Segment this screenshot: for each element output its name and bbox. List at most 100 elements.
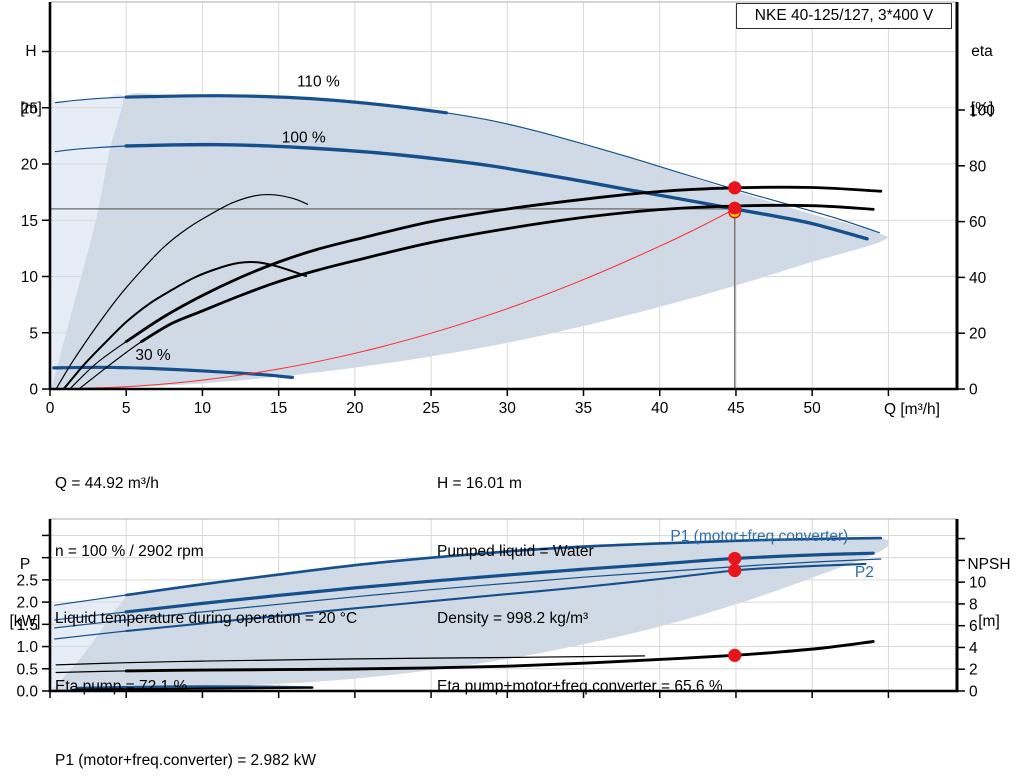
- svg-text:0: 0: [46, 400, 55, 417]
- operating-envelope: [50, 93, 888, 389]
- duty-info-left-column: Q = 44.92 m³/h n = 100 % / 2902 rpm Liqu…: [55, 428, 357, 743]
- svg-text:5: 5: [122, 400, 131, 417]
- svg-text:10: 10: [21, 269, 39, 286]
- curve-label: P2: [855, 564, 874, 581]
- head-chart-tick-labels: 0 5 10 15 20 25 30 35 40 45 50 0 5 10 15 20 25 0 20 40 60 80 1…: [21, 50, 995, 417]
- svg-text:35: 35: [575, 400, 592, 417]
- head-chart-ref-lines: [50, 208, 736, 389]
- svg-text:2.5: 2.5: [16, 572, 38, 589]
- p2-110-curve: [54, 558, 882, 629]
- head-chart-annotations: 110 % 100 % 30 %: [135, 73, 340, 363]
- info-flow: Q = 44.92 m³/h: [55, 475, 159, 492]
- svg-text:0: 0: [969, 382, 978, 399]
- pump-model-title-box: NKE 40-125/127, 3*400 V: [736, 3, 952, 29]
- head-chart-plot-area: [50, 2, 957, 389]
- info-eta-pump: Eta pump = 72.1 %: [55, 677, 188, 695]
- eta-axis-label-symbol: eta: [971, 43, 993, 60]
- npsh-30-curve: [71, 686, 314, 691]
- svg-text:6: 6: [969, 618, 978, 635]
- head-chart-grid: [50, 2, 957, 389]
- svg-text:15: 15: [270, 400, 287, 417]
- curve-label: P1 (motor+freq.converter): [670, 528, 848, 545]
- power-axis-label-symbol: P: [19, 556, 31, 573]
- npsh-axis-label: NPSH [m]: [958, 517, 1020, 669]
- power-info-column: P1 (motor+freq.converter) = 2.982 kW P2 …: [55, 703, 316, 781]
- duty-eta-point: [728, 181, 742, 195]
- curve-label: 110 %: [297, 73, 340, 90]
- curve-label: 30 %: [135, 347, 171, 364]
- npsh-curve: [55, 640, 875, 674]
- svg-text:15: 15: [21, 213, 38, 230]
- svg-text:0: 0: [29, 382, 38, 399]
- svg-text:2.0: 2.0: [16, 595, 38, 612]
- svg-text:45: 45: [727, 400, 744, 417]
- svg-text:100: 100: [969, 102, 995, 119]
- info-eta-total: Eta pump+motor+freq.converter = 65.6 %: [437, 677, 723, 695]
- svg-text:20: 20: [21, 157, 39, 174]
- info-speed: n = 100 % / 2902 rpm: [55, 542, 204, 560]
- npsh-axis-label-symbol: NPSH: [967, 556, 1011, 573]
- curve-label: 100 %: [282, 130, 326, 147]
- eta-total-30-curve: [62, 260, 308, 389]
- svg-text:50: 50: [804, 400, 822, 417]
- svg-text:25: 25: [422, 400, 439, 417]
- svg-text:30: 30: [499, 400, 517, 417]
- eta-axis-label-unit: [%]: [970, 100, 994, 117]
- speed-30-curve: [52, 365, 294, 379]
- svg-text:60: 60: [969, 214, 987, 231]
- p1-110-curve: [54, 536, 883, 606]
- svg-text:40: 40: [969, 270, 987, 287]
- eta-axis-label: eta [%]: [959, 4, 1005, 156]
- head-axis-label-unit: [m]: [20, 100, 42, 117]
- footer-p1: P1 (motor+freq.converter) = 2.982 kW: [55, 752, 317, 770]
- head-chart-axes: [48, 1, 959, 391]
- svg-text:1.0: 1.0: [16, 639, 38, 656]
- power-axis-label: P [kW]: [2, 517, 48, 669]
- svg-text:20: 20: [969, 326, 987, 343]
- svg-text:0.5: 0.5: [16, 661, 38, 678]
- svg-text:10: 10: [969, 575, 987, 592]
- power-axis-label-unit: [kW]: [9, 613, 41, 630]
- svg-text:0: 0: [969, 684, 978, 701]
- svg-text:10: 10: [194, 400, 212, 417]
- head-axis-label: H [m]: [12, 4, 50, 156]
- low-flow-region: [51, 82, 124, 389]
- head-chart: 0 5 10 15 20 25 30 35 40 45 50 0 5 10 15 20 25 0 20 40 60 80 1…: [21, 1, 995, 417]
- info-head: H = 16.01 m: [437, 475, 522, 492]
- svg-text:5: 5: [29, 325, 38, 342]
- flow-axis-label: Q [m³/h]: [884, 401, 940, 418]
- control-curve: [50, 208, 736, 389]
- svg-text:80: 80: [969, 158, 987, 175]
- speed-110-curve: [54, 94, 880, 234]
- head-axis-label-symbol: H: [25, 43, 37, 60]
- duty-p2-point: [728, 563, 742, 578]
- duty-info-right-column: H = 16.01 m Pumped liquid = Water Densit…: [437, 428, 723, 743]
- head-chart-markers: [728, 181, 742, 219]
- info-pumped-liquid: Pumped liquid = Water: [437, 542, 594, 560]
- svg-text:1.5: 1.5: [16, 617, 38, 634]
- duty-p1-point: [728, 551, 742, 566]
- svg-text:20: 20: [346, 400, 364, 417]
- npsh-axis-label-unit: [m]: [978, 613, 1000, 630]
- npsh-upper-curve: [55, 655, 646, 666]
- svg-text:4: 4: [969, 640, 978, 657]
- svg-text:8: 8: [969, 596, 978, 613]
- power-chart-axes: [48, 518, 959, 693]
- power-chart: 0.0 0.5 1.0 1.5 2.0 2.5 0 2 4 6 8 10 P1 (motor+freq.…: [16, 518, 987, 701]
- power-chart-tick-labels: 0.0 0.5 1.0 1.5 2.0 2.5 0 2 4 6 8 10: [16, 534, 987, 701]
- info-density: Density = 998.2 kg/m³: [437, 610, 589, 627]
- eta-pump-30-curve: [55, 193, 309, 389]
- svg-text:25: 25: [21, 100, 38, 117]
- svg-text:40: 40: [651, 400, 669, 417]
- svg-text:0.0: 0.0: [16, 684, 38, 701]
- svg-text:2: 2: [969, 662, 978, 679]
- duty-npsh-point: [728, 648, 742, 662]
- head-chart-areas: [50, 82, 888, 389]
- power-chart-annotations: P1 (motor+freq.converter) P2: [670, 528, 873, 581]
- info-liquid-temperature: Liquid temperature during operation = 20…: [55, 610, 358, 627]
- pump-model-title: NKE 40-125/127, 3*400 V: [754, 7, 934, 24]
- power-chart-markers: [728, 551, 742, 662]
- duty-point: [728, 201, 742, 215]
